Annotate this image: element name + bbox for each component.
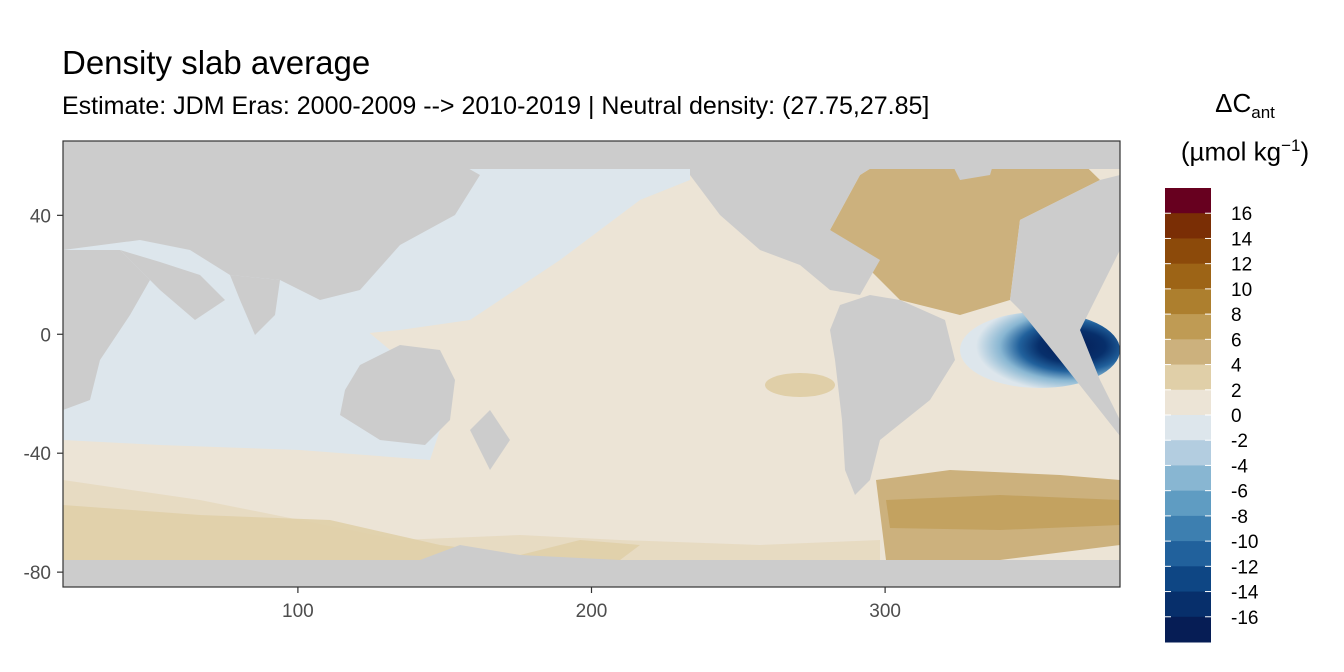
arabia — [120, 250, 225, 320]
colorbar-label: -14 — [1231, 583, 1259, 604]
colorbar-swatch — [1165, 213, 1211, 239]
x-tick-label: 200 — [576, 601, 608, 622]
legend-title-main: ΔC — [1215, 88, 1252, 118]
legend-units-sup: −1 — [1281, 136, 1301, 155]
colorbar-label: 0 — [1231, 406, 1242, 427]
y-tick-label: 40 — [30, 206, 51, 227]
eurasia — [63, 141, 480, 300]
north-america — [690, 141, 900, 295]
legend-units-close: ) — [1300, 136, 1310, 167]
legend-title-sub: ant — [1251, 103, 1275, 123]
colorbar-swatch — [1165, 188, 1211, 214]
south-america — [830, 295, 955, 495]
colorbar-label: 2 — [1231, 381, 1242, 402]
colorbar-label: -2 — [1231, 431, 1248, 452]
colorbar-swatch — [1165, 566, 1211, 593]
y-tick-label: 0 — [40, 325, 51, 346]
colorbar-label: -10 — [1231, 532, 1258, 553]
map-layer — [63, 141, 1120, 587]
south-pacific-patch — [765, 373, 835, 397]
colorbar-label: 4 — [1231, 356, 1242, 377]
chart-title: Density slab average — [62, 44, 371, 81]
colorbar-swatch — [1165, 616, 1211, 643]
colorbar-swatch — [1165, 415, 1211, 441]
australia — [340, 345, 455, 445]
chart-subtitle: Estimate: JDM Eras: 2000-2009 --> 2010-2… — [62, 92, 930, 120]
colorbar-swatch — [1165, 440, 1211, 466]
southern-warm-patch — [63, 505, 640, 560]
colorbar-swatch — [1165, 465, 1211, 492]
colorbar-swatch — [1165, 490, 1211, 517]
colorbar-label: 16 — [1231, 204, 1252, 225]
colorbar-label: -16 — [1231, 608, 1258, 629]
colorbar-label: 12 — [1231, 255, 1252, 276]
new-zealand — [470, 410, 510, 470]
colorbar-swatch — [1165, 541, 1211, 567]
land — [63, 141, 1120, 587]
x-tick-label: 100 — [282, 601, 314, 622]
colorbar-label: 8 — [1231, 305, 1242, 326]
colorbar-label: -6 — [1231, 482, 1248, 503]
north-atlantic-warm-region — [830, 141, 1100, 315]
legend-units: (µmol kg−1) — [1160, 136, 1330, 168]
legend-title: ΔCant — [1180, 88, 1310, 123]
colorbar-label: 10 — [1231, 280, 1252, 301]
y-axis: 40 0 -40 -80 — [24, 206, 63, 584]
colorbar-swatch — [1165, 364, 1211, 391]
x-axis: 100 200 300 — [282, 587, 901, 622]
colorbar-label: 6 — [1231, 330, 1242, 351]
colorbar-swatch — [1165, 263, 1211, 290]
colorbar-swatch — [1165, 238, 1211, 265]
colorbar: 16 14 12 10 8 6 4 2 0 -2 -4 -6 -8 -10 -12 -14 -16 — [1165, 188, 1259, 643]
antarctica-coast — [420, 545, 620, 560]
africa — [63, 250, 150, 410]
colorbar-swatch — [1165, 339, 1211, 366]
colorbar-label: -4 — [1231, 456, 1248, 477]
europe-africa-east — [1010, 175, 1120, 436]
colorbar-swatch — [1165, 314, 1211, 340]
colorbar-label: 14 — [1231, 229, 1253, 250]
colorbar-swatch — [1165, 288, 1211, 315]
y-tick-label: -40 — [24, 444, 51, 465]
greenland — [940, 141, 1000, 180]
colorbar-label: -8 — [1231, 507, 1248, 528]
colorbar-swatch — [1165, 389, 1211, 416]
colorbar-swatch — [1165, 515, 1211, 542]
south-atlantic-warm-core — [886, 495, 1120, 530]
y-tick-label: -80 — [24, 563, 51, 584]
india — [230, 275, 280, 335]
antarctica — [63, 560, 1120, 587]
colorbar-label: -12 — [1231, 557, 1258, 578]
x-tick-label: 300 — [869, 601, 901, 622]
colorbar-swatch — [1165, 591, 1211, 618]
legend-units-open: (µmol kg — [1180, 136, 1282, 167]
